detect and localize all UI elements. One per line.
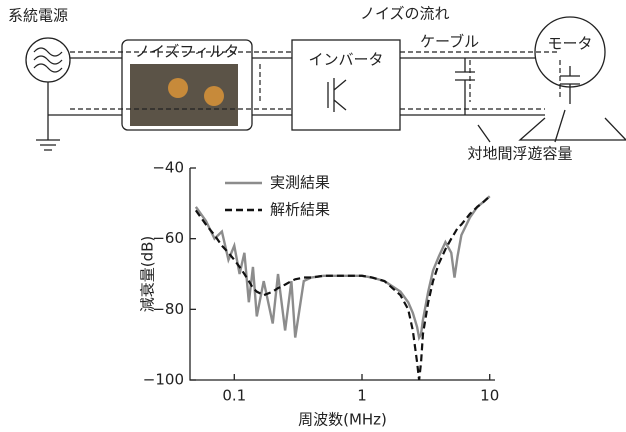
diagram: 系統電源 ノイズフィルタ インバータ ノイズの流れ ケーブル モータ 対地間浮遊… [8,5,626,163]
sine-icon [34,48,62,72]
photo-detail [168,78,188,98]
chart: −40 −60 −80 −100 0.1 1 10 周波数(MHz) 減衰量(dB) 実測結果解析… [139,159,500,429]
legend-label: 解析結果 [270,201,330,219]
y-tick-label: −100 [143,371,184,389]
capacitor [560,66,580,104]
series-line [196,196,490,380]
x-axis-label: 周波数(MHz) [298,411,387,429]
capacitor [455,58,475,115]
x-tick-label: 0.1 [222,387,246,405]
ground-symbol [36,140,60,150]
cable-label: ケーブル [420,33,479,51]
figure: 系統電源 ノイズフィルタ インバータ ノイズの流れ ケーブル モータ 対地間浮遊… [0,0,626,432]
y-axis-label: 減衰量(dB) [139,236,157,313]
y-tick-label: −60 [152,229,184,247]
x-tick-label: 10 [480,387,499,405]
noise-flow-label: ノイズの流れ [360,5,450,23]
inverter-label: インバータ [308,51,383,69]
igbt-icon [328,78,346,112]
axis [190,168,495,380]
capacitance-label: 対地間浮遊容量 [467,145,572,163]
y-tick-label: −40 [152,159,184,177]
legend-label: 実測結果 [270,174,330,192]
photo-detail [204,86,224,106]
source-label: 系統電源 [8,7,68,25]
motor-label: モータ [547,35,592,53]
y-tick-label: −80 [152,300,184,318]
x-tick-label: 1 [357,387,367,405]
motor-base [520,118,626,140]
